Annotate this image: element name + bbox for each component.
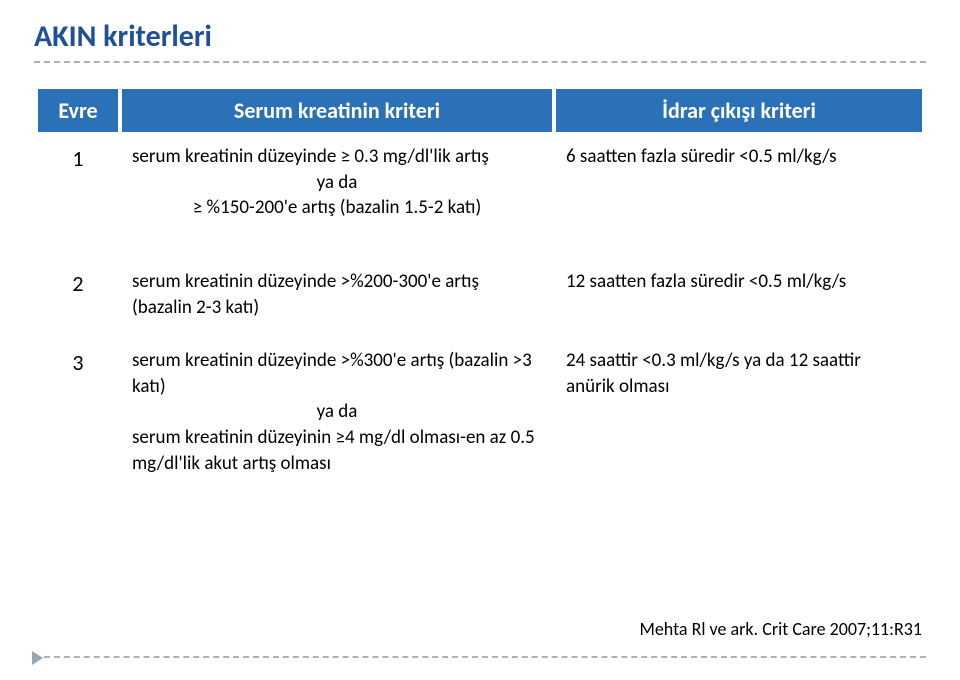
serum-or: ya da	[132, 399, 542, 425]
col-header-urine: İdrar çıkışı kriteri	[556, 89, 922, 132]
serum-cell: serum kreatinin düzeyinde >%300'e artış …	[122, 340, 552, 492]
urine-cell: 24 saattir <0.3 ml/kg/s ya da 12 saattir…	[556, 340, 922, 492]
table-row: 1 serum kreatinin düzeyinde ≥ 0.3 mg/dl'…	[38, 136, 922, 237]
row-gap	[38, 241, 922, 257]
serum-cell: serum kreatinin düzeyinde ≥ 0.3 mg/dl'li…	[122, 136, 552, 237]
arrow-icon	[32, 651, 43, 665]
urine-cell: 6 saatten fazla süredir <0.5 ml/kg/s	[556, 136, 922, 237]
stage-cell: 1	[38, 136, 118, 237]
col-header-serum: Serum kreatinin kriteri	[122, 89, 552, 132]
footer-divider	[34, 656, 926, 658]
slide-title: AKIN kriterleri	[34, 18, 926, 55]
serum-text: serum kreatinin düzeyinde >%300'e artış …	[132, 348, 542, 399]
serum-text: serum kreatinin düzeyinde >%200-300'e ar…	[132, 269, 542, 320]
serum-text: ≥ %150-200'e artış (bazalin 1.5-2 katı)	[132, 195, 542, 221]
stage-cell: 3	[38, 340, 118, 492]
citation: Mehta Rl ve ark. Crit Care 2007;11:R31	[639, 618, 922, 640]
table-row: 2 serum kreatinin düzeyinde >%200-300'e …	[38, 261, 922, 336]
serum-cell: serum kreatinin düzeyinde >%200-300'e ar…	[122, 261, 552, 336]
stage-cell: 2	[38, 261, 118, 336]
serum-or: ya da	[132, 170, 542, 196]
urine-cell: 12 saatten fazla süredir <0.5 ml/kg/s	[556, 261, 922, 336]
slide: AKIN kriterleri Evre Serum kreatinin kri…	[0, 0, 960, 680]
col-header-stage: Evre	[38, 89, 118, 132]
serum-text: serum kreatinin düzeyinin ≥4 mg/dl olmas…	[132, 425, 542, 476]
criteria-table: Evre Serum kreatinin kriteri İdrar çıkış…	[34, 85, 926, 496]
table-header-row: Evre Serum kreatinin kriteri İdrar çıkış…	[38, 89, 922, 132]
serum-text: serum kreatinin düzeyinde ≥ 0.3 mg/dl'li…	[132, 144, 542, 170]
title-underline	[34, 61, 926, 63]
table-row: 3 serum kreatinin düzeyinde >%300'e artı…	[38, 340, 922, 492]
